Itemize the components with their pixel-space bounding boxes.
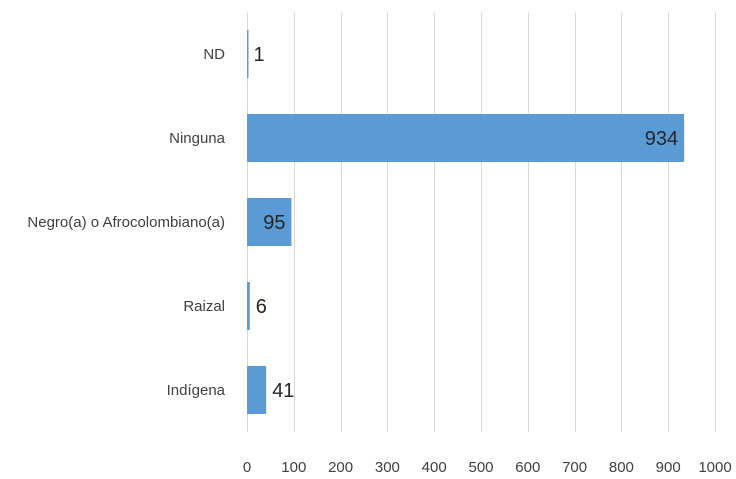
bar-0	[247, 30, 249, 78]
category-labels: ND Ninguna Negro(a) o Afrocolombiano(a) Rai…	[27, 46, 225, 399]
data-label: 6	[256, 296, 267, 318]
bars	[247, 30, 684, 414]
x-tick-label: 500	[468, 459, 493, 476]
data-label: 934	[645, 128, 678, 150]
x-tick-label: 800	[609, 459, 634, 476]
category-label: Raizal	[183, 298, 225, 315]
x-axis-tick-labels: 0 100 200 300 400 500 600 700 800 900 1000	[243, 459, 732, 476]
bar-3	[247, 282, 250, 330]
x-tick-label: 400	[422, 459, 447, 476]
bar-1	[247, 114, 684, 162]
x-tick-label: 700	[562, 459, 587, 476]
data-label: 41	[272, 380, 294, 402]
x-tick-label: 1000	[698, 459, 731, 476]
x-tick-label: 600	[515, 459, 540, 476]
data-label: 95	[263, 212, 285, 234]
data-labels: 1 934 95 6 41	[253, 44, 678, 402]
data-label: 1	[253, 44, 264, 66]
category-label: Ninguna	[169, 130, 226, 147]
gridlines	[248, 12, 716, 432]
x-tick-label: 900	[656, 459, 681, 476]
x-tick-label: 0	[243, 459, 251, 476]
bar-4	[247, 366, 266, 414]
category-label: Negro(a) o Afrocolombiano(a)	[27, 214, 225, 231]
x-tick-label: 300	[375, 459, 400, 476]
category-label: Indígena	[167, 382, 226, 399]
category-label: ND	[203, 46, 225, 63]
x-tick-label: 100	[281, 459, 306, 476]
x-tick-label: 200	[328, 459, 353, 476]
